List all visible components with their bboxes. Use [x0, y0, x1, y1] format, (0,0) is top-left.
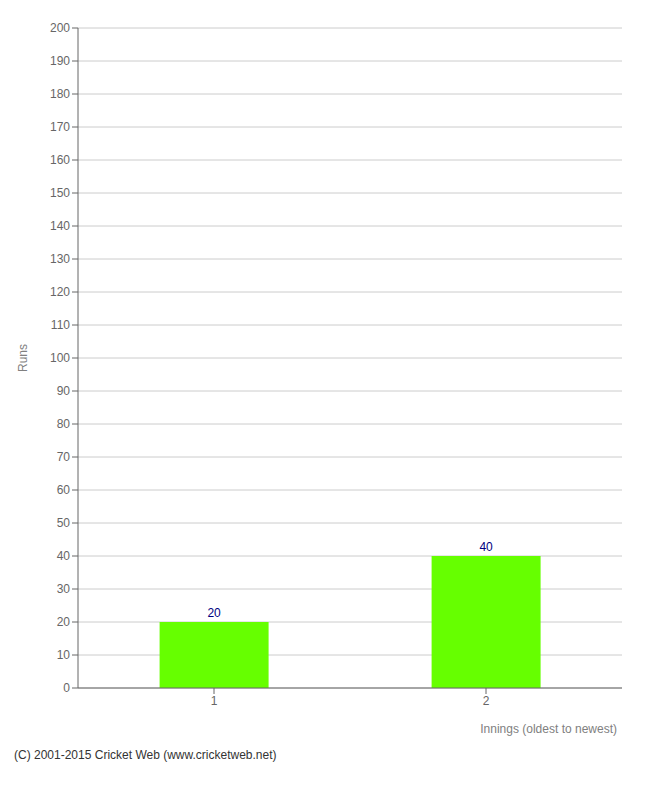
svg-text:160: 160 [50, 153, 70, 167]
svg-text:50: 50 [57, 516, 71, 530]
svg-text:20: 20 [207, 606, 221, 620]
svg-text:30: 30 [57, 582, 71, 596]
svg-text:40: 40 [479, 540, 493, 554]
svg-text:Runs: Runs [16, 344, 30, 372]
svg-text:200: 200 [50, 21, 70, 35]
svg-text:60: 60 [57, 483, 71, 497]
svg-text:2: 2 [483, 694, 490, 708]
svg-text:120: 120 [50, 285, 70, 299]
svg-text:140: 140 [50, 219, 70, 233]
svg-text:10: 10 [57, 648, 71, 662]
svg-text:Innings (oldest to newest): Innings (oldest to newest) [480, 722, 617, 736]
svg-text:170: 170 [50, 120, 70, 134]
svg-text:40: 40 [57, 549, 71, 563]
svg-text:20: 20 [57, 615, 71, 629]
svg-text:130: 130 [50, 252, 70, 266]
html-text:(C) 2001-2015 Cricket Web (www: (C) 2001-2015 Cricket Web (www.cricketwe… [14, 748, 277, 762]
svg-text:150: 150 [50, 186, 70, 200]
svg-text:80: 80 [57, 417, 71, 431]
svg-text:180: 180 [50, 87, 70, 101]
svg-text:100: 100 [50, 351, 70, 365]
svg-text:70: 70 [57, 450, 71, 464]
svg-text:190: 190 [50, 54, 70, 68]
svg-text:110: 110 [51, 318, 70, 332]
svg-text:1: 1 [211, 694, 218, 708]
svg-text:90: 90 [57, 384, 71, 398]
svg-text:0: 0 [63, 681, 70, 695]
